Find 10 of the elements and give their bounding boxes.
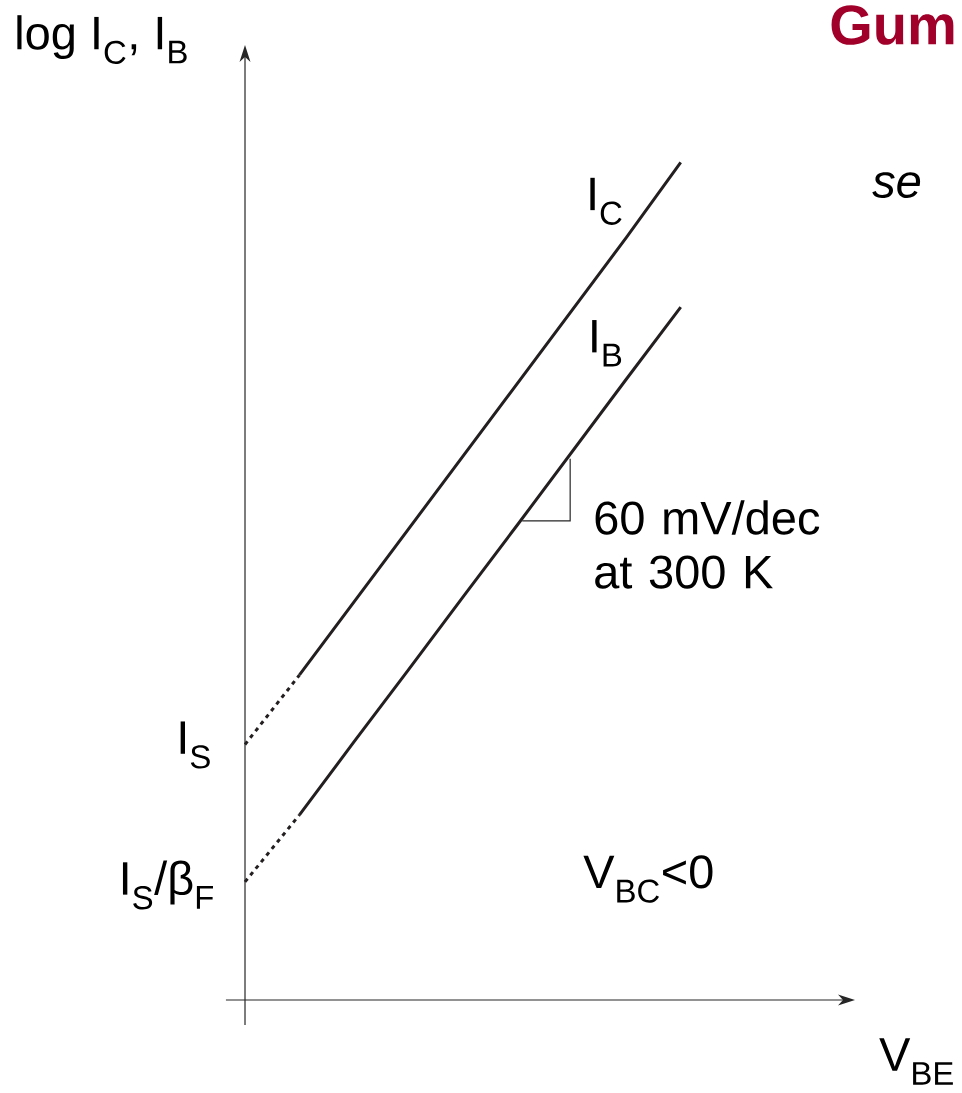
text: I$_{S}$/β$_{F}$ (122, 860, 213, 910)
text: I$_{S}$ (180, 721, 210, 769)
series-label: I$_{C}$ (590, 177, 622, 225)
y-axis-title: log I$_{C}$, I$_{B}$ (17, 15, 187, 65)
x-axis-title: V$_{BE}$ (879, 1038, 953, 1085)
series-label: I$_{B}$ (592, 320, 622, 367)
annotation: V$_{BC}$<0 (583, 855, 713, 903)
annotation: 60 mV/dec at 300 K (595, 500, 820, 589)
chart-title: Gum (831, 5, 954, 45)
text: se (872, 172, 921, 198)
